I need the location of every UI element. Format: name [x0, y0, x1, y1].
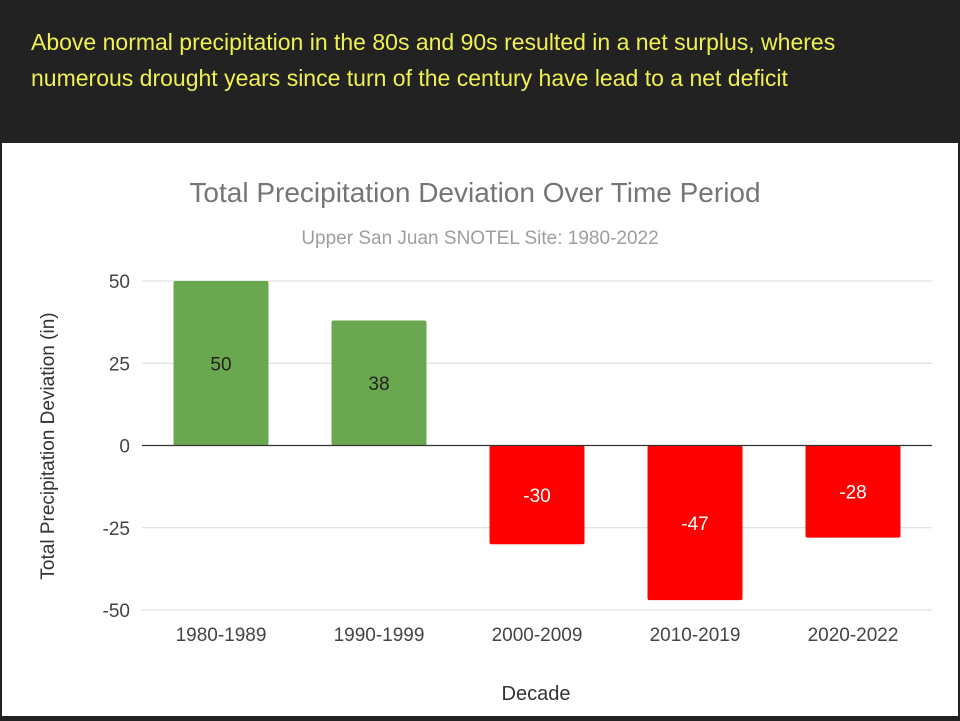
data-label: -28: [839, 483, 866, 504]
x-tick-label: 2000-2009: [492, 625, 583, 646]
data-label: 50: [210, 354, 231, 375]
x-tick-labels: 1980-1989 1990-1999 2000-2009 2010-2019 2020…: [176, 625, 899, 646]
y-tick-labels: 50 25 0 -25 -50: [103, 272, 130, 622]
bar-2010-2019: [647, 445, 743, 601]
x-tick-label: 2010-2019: [650, 625, 741, 646]
caption-header: Above normal precipitation in the 80s an…: [0, 0, 960, 142]
bar-1990-1999: [331, 320, 427, 446]
data-label: -47: [681, 514, 708, 535]
data-label: -30: [523, 486, 550, 507]
x-axis-label: Decade: [502, 683, 571, 705]
y-tick-label: 50: [109, 272, 130, 293]
x-tick-label: 2020-2022: [808, 625, 899, 646]
x-tick-label: 1980-1989: [176, 625, 267, 646]
chart-title: Total Precipitation Deviation Over Time …: [189, 177, 760, 208]
x-tick-label: 1990-1999: [334, 625, 425, 646]
y-tick-label: -25: [103, 519, 130, 540]
y-tick-label: 25: [109, 354, 130, 375]
bar-2000-2009: [489, 445, 585, 545]
bar-2020-2022: [805, 445, 901, 538]
data-label: 38: [368, 374, 389, 395]
y-tick-label: 0: [119, 437, 130, 458]
caption-text: Above normal precipitation in the 80s an…: [31, 29, 836, 91]
bar-1980-1989: [173, 281, 269, 446]
y-tick-label: -50: [103, 601, 130, 622]
bar-chart: Total Precipitation Deviation Over Time …: [38, 177, 932, 705]
bars: [173, 281, 901, 601]
chart-subtitle: Upper San Juan SNOTEL Site: 1980-2022: [301, 228, 658, 249]
y-axis-label: Total Precipitation Deviation (in): [38, 312, 59, 579]
chart-panel: Total Precipitation Deviation Over Time …: [2, 143, 958, 716]
data-labels: 50 38 -30 -47 -28: [210, 354, 866, 535]
